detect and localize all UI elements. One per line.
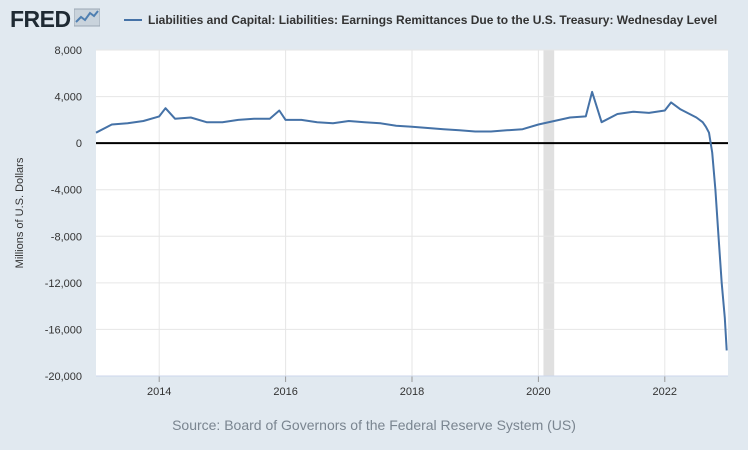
legend[interactable]: Liabilities and Capital: Liabilities: Ea… xyxy=(124,13,717,27)
x-tick-label: 2022 xyxy=(653,386,677,398)
series-line xyxy=(95,90,728,351)
x-tick-label: 2016 xyxy=(273,386,297,398)
y-tick-label: -20,000 xyxy=(45,371,82,383)
y-tick-label: 8,000 xyxy=(54,45,82,57)
legend-swatch xyxy=(124,19,142,21)
y-tick-label: -16,000 xyxy=(45,324,82,336)
x-tick-label: 2018 xyxy=(400,386,424,398)
recession-band xyxy=(543,50,555,376)
y-axis-label: Millions of U.S. Dollars xyxy=(14,157,26,268)
source-note: Source: Board of Governors of the Federa… xyxy=(172,417,576,433)
y-tick-label: -8,000 xyxy=(51,231,82,243)
x-tick-label: 2020 xyxy=(526,386,550,398)
legend-label: Liabilities and Capital: Liabilities: Ea… xyxy=(148,13,718,27)
x-tick-label: 2014 xyxy=(147,386,171,398)
y-tick-label: -12,000 xyxy=(45,278,82,290)
y-tick-label: -4,000 xyxy=(51,185,82,197)
fred-logo-text: FRED xyxy=(10,6,71,32)
y-tick-label: 4,000 xyxy=(54,92,82,104)
y-tick-label: 0 xyxy=(76,138,82,150)
